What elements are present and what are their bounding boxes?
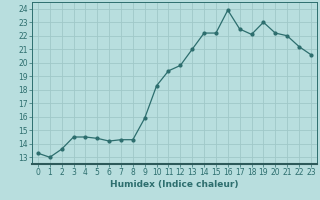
X-axis label: Humidex (Indice chaleur): Humidex (Indice chaleur) <box>110 180 239 189</box>
